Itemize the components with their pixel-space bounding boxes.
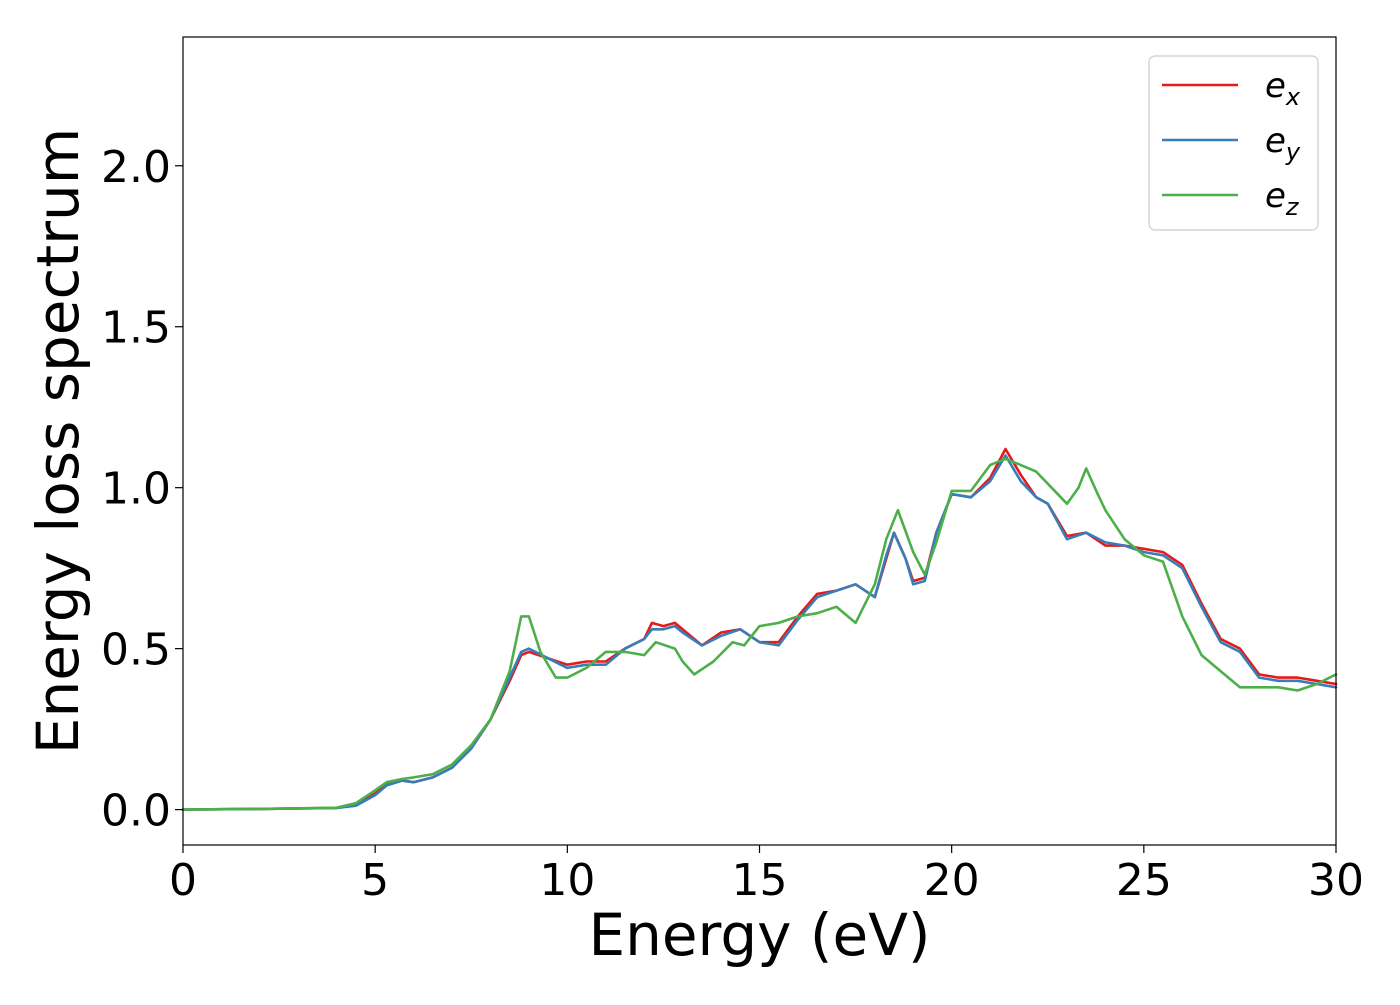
series-layer bbox=[181, 447, 1338, 811]
legend-label-subscript: x bbox=[1285, 83, 1301, 111]
legend-item-y: ey bbox=[1162, 121, 1301, 166]
y-tick-label: 2.0 bbox=[101, 142, 171, 193]
x-tick-label: 25 bbox=[1116, 855, 1172, 906]
x-tick-label: 30 bbox=[1308, 855, 1364, 906]
x-axis-label: Energy (eV) bbox=[588, 901, 930, 969]
x-tick-label: 10 bbox=[539, 855, 595, 906]
x-axis: 0 5 10 15 20 25 30 bbox=[169, 845, 1364, 906]
legend-box bbox=[1148, 55, 1319, 231]
legend-label-subscript: z bbox=[1285, 193, 1300, 221]
x-tick-label: 15 bbox=[732, 855, 788, 906]
y-tick-label: 1.5 bbox=[101, 303, 171, 354]
legend-label: ex bbox=[1265, 66, 1301, 111]
legend-label: ez bbox=[1265, 176, 1300, 221]
y-tick-label: 1.0 bbox=[101, 464, 171, 515]
y-tick-label: 0.5 bbox=[101, 625, 171, 676]
y-axis-label: Energy loss spectrum bbox=[24, 128, 92, 754]
legend-item-x: ex bbox=[1162, 66, 1301, 111]
y-axis: 0.0 0.5 1.0 1.5 2.0 bbox=[101, 142, 183, 837]
x-tick-label: 20 bbox=[924, 855, 980, 906]
series-line-x bbox=[181, 447, 1338, 811]
legend-label-base: e bbox=[1265, 66, 1286, 106]
y-tick-label: 0.0 bbox=[101, 786, 171, 837]
legend-label: ey bbox=[1265, 121, 1301, 166]
x-tick-label: 0 bbox=[169, 855, 197, 906]
series-line-y bbox=[181, 454, 1338, 811]
legend-item-z: ez bbox=[1162, 176, 1300, 221]
legend-label-base: e bbox=[1265, 121, 1286, 161]
x-tick-label: 5 bbox=[361, 855, 389, 906]
legend-label-subscript: y bbox=[1285, 138, 1301, 166]
legend-label-base: e bbox=[1265, 176, 1286, 216]
series-line-z bbox=[181, 457, 1338, 811]
